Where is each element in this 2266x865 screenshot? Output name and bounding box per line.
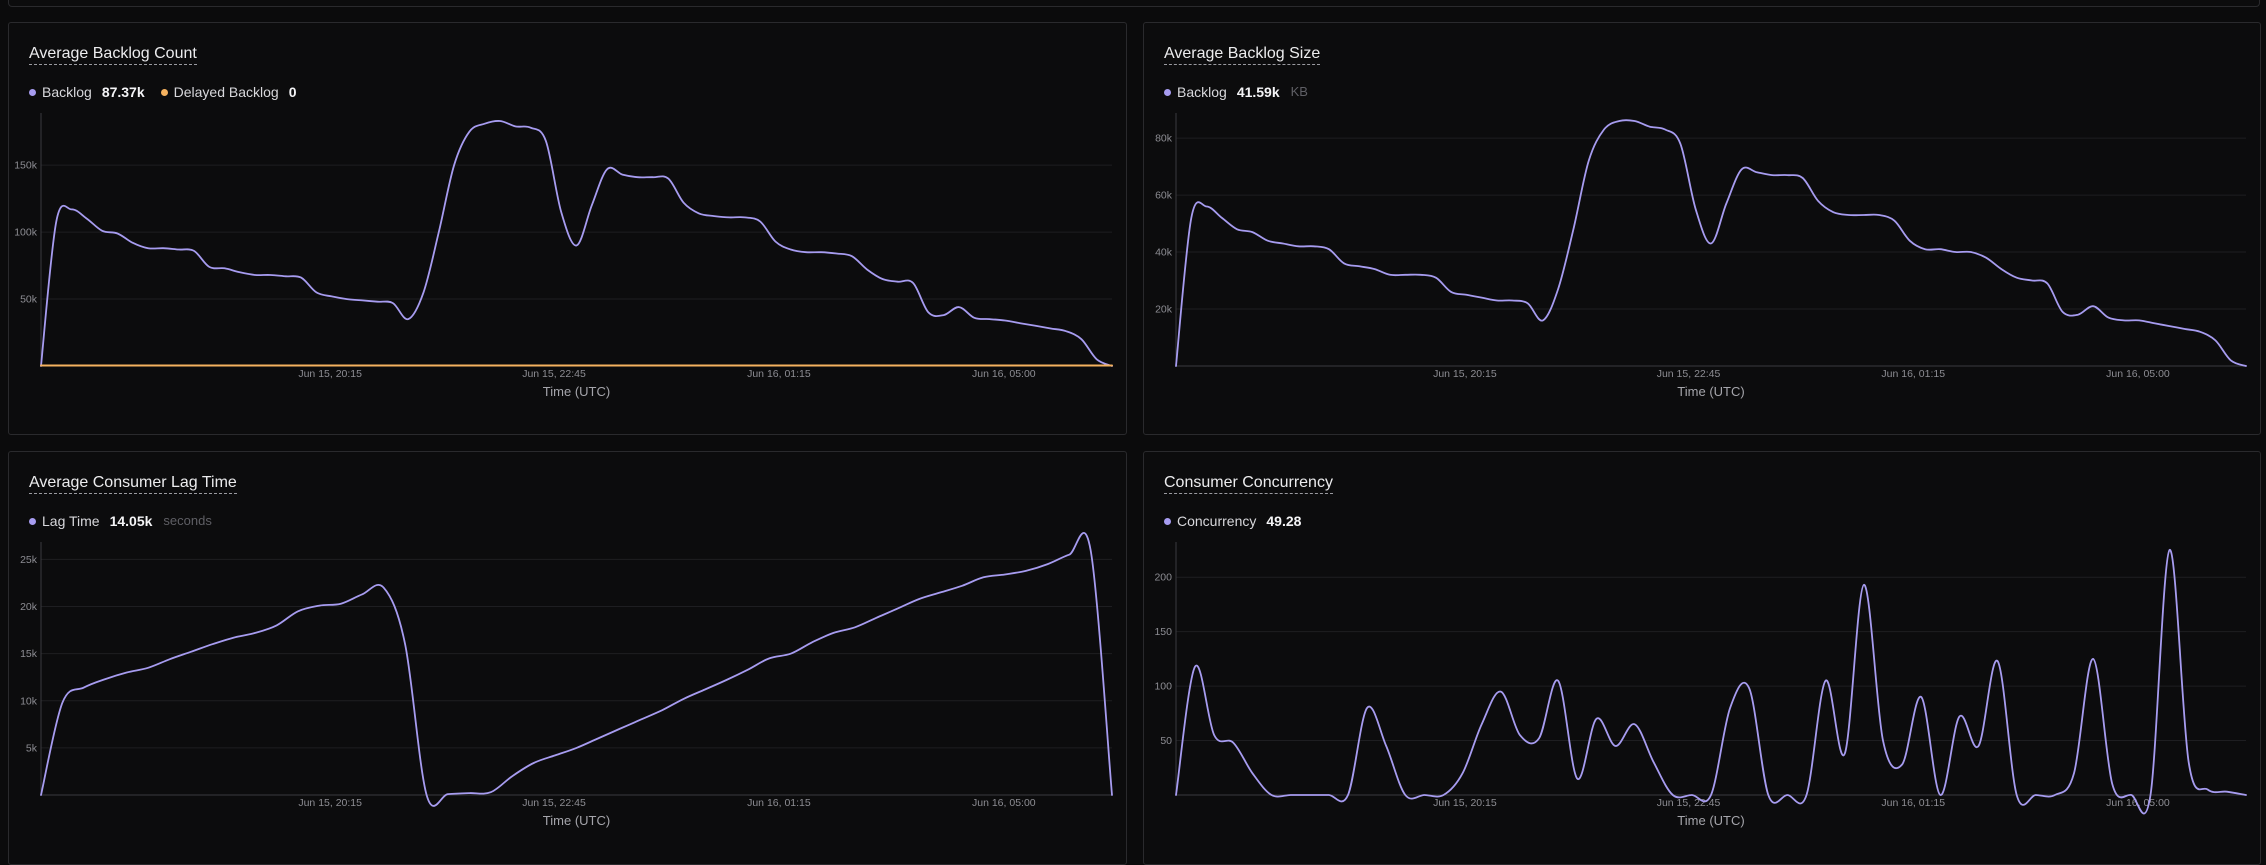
panel-title[interactable]: Average Backlog Count: [29, 44, 197, 65]
x-tick-label: Jun 15, 20:15: [1433, 797, 1497, 809]
chart-legend: Concurrency 49.28: [1164, 513, 1301, 529]
y-tick-label: 40k: [1155, 247, 1173, 259]
legend-value: 49.28: [1266, 513, 1302, 529]
x-tick-label: Jun 15, 22:45: [1657, 797, 1721, 809]
series-line-concurrency: [1175, 549, 2247, 815]
legend-label: Concurrency: [1177, 513, 1257, 529]
y-tick-label: 200: [1154, 572, 1172, 584]
y-tick-label: 100k: [14, 227, 38, 239]
y-tick-label: 20k: [20, 601, 38, 613]
series-line-backlog: [40, 120, 1113, 367]
legend-item-backlog[interactable]: Backlog 41.59k KB: [1164, 84, 1308, 100]
x-tick-label: Jun 15, 22:45: [522, 368, 586, 380]
x-axis-title: Time (UTC): [543, 813, 610, 828]
legend-item-lag-time[interactable]: Lag Time 14.05k seconds: [29, 513, 212, 529]
x-tick-label: Jun 16, 05:00: [972, 797, 1036, 809]
panel-title[interactable]: Consumer Concurrency: [1164, 473, 1333, 494]
y-tick-label: 50k: [20, 294, 38, 306]
legend-label: Backlog: [1177, 84, 1227, 100]
legend-item-concurrency[interactable]: Concurrency 49.28: [1164, 513, 1301, 529]
y-tick-label: 5k: [26, 742, 38, 754]
series-line-backlog: [1175, 119, 2247, 367]
legend-item-backlog[interactable]: Backlog 87.37k: [29, 84, 145, 100]
backlog-size-chart[interactable]: 20k 40k 60k 80k Jun 15, 20:15 Jun 15, 22:45 Ju…: [1144, 23, 2260, 434]
panel-title[interactable]: Average Consumer Lag Time: [29, 473, 237, 494]
legend-value: 14.05k: [109, 513, 153, 529]
x-tick-label: Jun 16, 01:15: [1881, 368, 1945, 380]
x-tick-label: Jun 15, 22:45: [1657, 368, 1721, 380]
series-dot-icon: [1164, 517, 1171, 525]
legend-label: Delayed Backlog: [173, 84, 279, 100]
legend-value: 0: [288, 84, 297, 100]
x-tick-label: Jun 16, 01:15: [1881, 797, 1945, 809]
x-tick-label: Jun 16, 01:15: [747, 368, 811, 380]
chart-legend: Backlog 41.59k KB: [1164, 84, 1308, 100]
backlog-count-panel: Average Backlog Count Backlog 87.37k Del…: [8, 22, 1127, 435]
x-axis-title: Time (UTC): [1677, 384, 1744, 399]
legend-value: 41.59k: [1236, 84, 1280, 100]
legend-unit: seconds: [163, 513, 212, 528]
y-tick-label: 50: [1160, 735, 1172, 747]
legend-value: 87.37k: [101, 84, 145, 100]
legend-label: Backlog: [42, 84, 92, 100]
series-dot-icon: [1164, 88, 1171, 96]
x-tick-label: Jun 16, 01:15: [747, 797, 811, 809]
y-tick-label: 100: [1154, 681, 1172, 693]
x-axis-title: Time (UTC): [1677, 813, 1744, 828]
consumer-concurrency-chart[interactable]: 50 100 150 200 Jun 15, 20:15 Jun 15, 22:45 Jun…: [1144, 452, 2260, 864]
y-tick-label: 150k: [14, 160, 38, 172]
x-tick-label: Jun 16, 05:00: [972, 368, 1036, 380]
x-tick-label: Jun 15, 20:15: [298, 797, 362, 809]
series-line-lag-time: [40, 532, 1113, 807]
series-dot-icon: [29, 517, 36, 525]
y-tick-label: 15k: [20, 648, 38, 660]
x-tick-label: Jun 15, 20:15: [1433, 368, 1497, 380]
backlog-size-panel: Average Backlog Size Backlog 41.59k KB 2…: [1143, 22, 2261, 435]
chart-legend: Backlog 87.37k Delayed Backlog 0: [29, 84, 297, 100]
x-tick-label: Jun 15, 20:15: [298, 368, 362, 380]
consumer-concurrency-panel: Consumer Concurrency Concurrency 49.28 5…: [1143, 451, 2261, 865]
y-tick-label: 60k: [1155, 190, 1173, 202]
backlog-count-chart[interactable]: 50k 100k 150k Jun 15, 20:15 Jun 15, 22:45 Jun…: [9, 23, 1126, 434]
panel-title[interactable]: Average Backlog Size: [1164, 44, 1321, 65]
x-tick-label: Jun 15, 22:45: [522, 797, 586, 809]
y-tick-label: 10k: [20, 695, 38, 707]
previous-panel-bottom-edge: [8, 0, 2260, 7]
x-tick-label: Jun 16, 05:00: [2106, 797, 2170, 809]
y-tick-label: 80k: [1155, 133, 1173, 145]
consumer-lag-chart[interactable]: 5k 10k 15k 20k 25k Jun 15, 20:15 Jun 15, 22:45…: [9, 452, 1126, 864]
x-tick-label: Jun 16, 05:00: [2106, 368, 2170, 380]
legend-label: Lag Time: [42, 513, 100, 529]
consumer-lag-panel: Average Consumer Lag Time Lag Time 14.05…: [8, 451, 1127, 865]
y-tick-label: 150: [1154, 626, 1172, 638]
chart-legend: Lag Time 14.05k seconds: [29, 513, 212, 529]
legend-unit: KB: [1290, 84, 1308, 99]
series-dot-icon: [160, 88, 168, 96]
series-dot-icon: [29, 88, 36, 96]
legend-item-delayed-backlog[interactable]: Delayed Backlog 0: [160, 84, 297, 100]
x-axis-title: Time (UTC): [543, 384, 610, 399]
y-tick-label: 25k: [20, 554, 38, 566]
y-tick-label: 20k: [1155, 304, 1173, 316]
